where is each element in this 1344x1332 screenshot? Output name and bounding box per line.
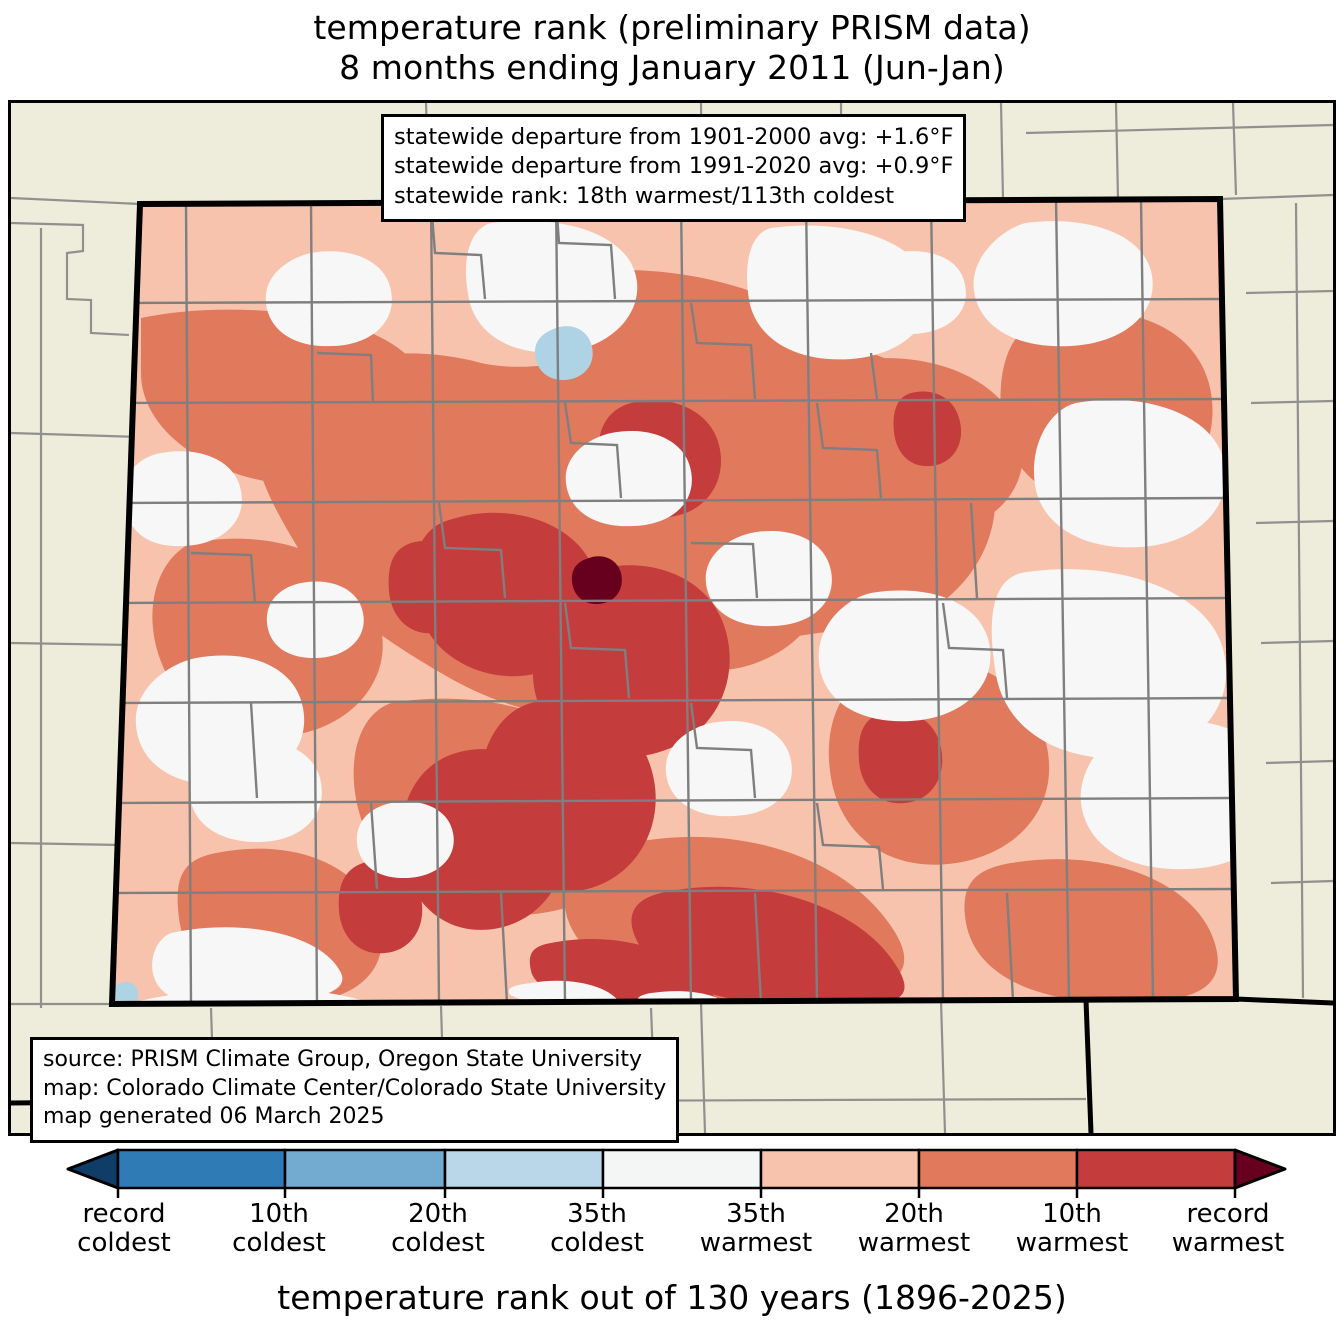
colorbar-swatch-10th-coldest xyxy=(116,1148,287,1190)
source-credit-box: source: PRISM Climate Group, Oregon Stat… xyxy=(30,1037,680,1143)
record-warmest-patch xyxy=(571,556,622,605)
tick-label-bottom: coldest xyxy=(232,1228,326,1259)
colorbar-tick-labels: record coldest 10th coldest 20th coldest… xyxy=(0,1199,1344,1262)
stats-line-2: statewide departure from 1991-2020 avg: … xyxy=(394,153,954,180)
tick-label-top: record xyxy=(1186,1199,1270,1229)
colorbar-caption: temperature rank out of 130 years (1896-… xyxy=(277,1278,1067,1317)
statewide-stats-box: statewide departure from 1901-2000 avg: … xyxy=(381,114,967,222)
colorbar-swatch-10th-warmest xyxy=(1075,1148,1237,1190)
tick-label-top: 20th xyxy=(884,1199,944,1229)
colorbar-swatch-near-normal xyxy=(601,1148,763,1190)
colorbar-tick-label-6: 10th warmest xyxy=(972,1199,1172,1259)
tick-label-top: 35th xyxy=(726,1199,786,1229)
tick-label-top: record xyxy=(82,1199,166,1229)
colorbar-swatches xyxy=(66,1148,1287,1198)
tick-label-top: 35th xyxy=(567,1199,627,1229)
tick-label-bottom: warmest xyxy=(857,1228,971,1259)
tick-label-bottom: coldest xyxy=(550,1228,644,1259)
title-line-1: temperature rank (preliminary PRISM data… xyxy=(313,8,1031,47)
colorbar-tick-label-3: 35th coldest xyxy=(497,1199,697,1259)
page-title: temperature rank (preliminary PRISM data… xyxy=(0,8,1344,89)
colorbar xyxy=(0,1143,1344,1198)
colorbar-swatch-record-warmest xyxy=(1233,1148,1287,1190)
colorbar-swatch-20th-coldest xyxy=(283,1148,447,1190)
colorbar-tick-label-2: 20th coldest xyxy=(338,1199,538,1259)
source-line-1: source: PRISM Climate Group, Oregon Stat… xyxy=(43,1047,643,1072)
colorbar-tick-label-1: 10th coldest xyxy=(179,1199,379,1259)
title-line-2: 8 months ending January 2011 (Jun-Jan) xyxy=(339,48,1005,88)
tick-label-top: 20th xyxy=(408,1199,468,1229)
tick-label-top: 10th xyxy=(249,1199,309,1229)
stats-line-3: statewide rank: 18th warmest/113th colde… xyxy=(394,182,895,209)
colorbar-swatch-record-coldest xyxy=(66,1148,120,1190)
colorbar-swatch-35th-warmest xyxy=(759,1148,921,1190)
stats-line-1: statewide departure from 1901-2000 avg: … xyxy=(394,124,954,150)
tick-label-bottom: warmest xyxy=(1015,1228,1129,1259)
colorbar-tick-label-5: 20th warmest xyxy=(814,1199,1014,1259)
colorado-temperature-rank-map xyxy=(11,103,1333,1133)
tick-label-bottom: coldest xyxy=(391,1228,485,1259)
source-line-2: map: Colorado Climate Center/Colorado St… xyxy=(43,1075,667,1101)
tick-label-bottom: warmest xyxy=(699,1228,813,1259)
source-line-3: map generated 06 March 2025 xyxy=(43,1104,385,1130)
colorbar-swatch-20th-warmest xyxy=(917,1148,1079,1190)
map-panel: statewide departure from 1901-2000 avg: … xyxy=(8,100,1336,1136)
colorbar-tick-label-0: record coldest xyxy=(24,1199,224,1259)
colorbar-ticks xyxy=(116,1188,1237,1198)
tick-label-top: 10th xyxy=(1042,1199,1102,1229)
colorbar-swatch-35th-coldest xyxy=(443,1148,605,1190)
colorbar-tick-label-4: 35th warmest xyxy=(656,1199,856,1259)
tick-label-bottom: coldest xyxy=(77,1228,171,1259)
colorbar-tick-label-7: record warmest xyxy=(1128,1199,1328,1259)
tick-label-bottom: warmest xyxy=(1171,1228,1285,1259)
